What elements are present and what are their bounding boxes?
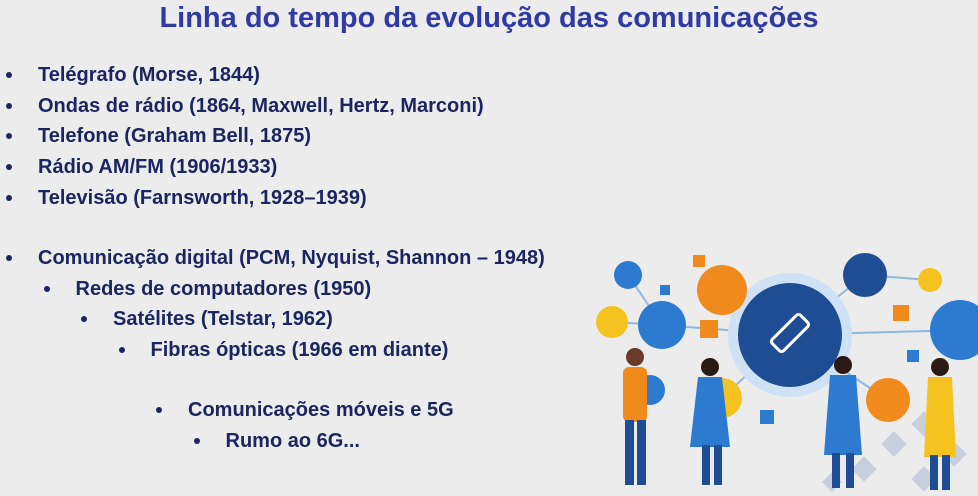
bullet [6, 133, 12, 140]
person [924, 358, 956, 490]
slide-title: Linha do tempo da evolução das comunicaç… [159, 2, 819, 34]
person [623, 348, 647, 485]
bullet [6, 255, 12, 261]
bullet [118, 347, 125, 354]
bullet [6, 194, 12, 201]
bullet-text: Rádio AM/FM (1906/1933) [38, 156, 278, 179]
person [690, 358, 730, 485]
bullet-text: Televisão (Farnsworth, 1928–1939) [38, 186, 367, 209]
bullet [6, 102, 12, 109]
bullet [193, 437, 200, 444]
bullet-text: Comunicação digital (PCM, Nyquist, Shann… [38, 247, 545, 269]
bullet-text: Ondas de rádio (1864, Maxwell, Hertz, Ma… [38, 94, 484, 117]
bullet [81, 316, 87, 323]
bullet-text: Telégrafo (Morse, 1844) [38, 64, 260, 86]
bullet-text: Rumo ao 6G... [225, 429, 360, 452]
bullet-text: Comunicações móveis e 5G [188, 399, 454, 421]
illustration [596, 253, 978, 492]
bullet [6, 72, 12, 78]
bullet-text: Redes de computadores (1950) [75, 277, 372, 300]
bullet [6, 164, 12, 171]
bullet [43, 285, 50, 292]
bullet-text: Telefone (Graham Bell, 1875) [38, 125, 312, 148]
bullet [156, 407, 162, 413]
bullet-text: Satélites (Telstar, 1962) [113, 308, 333, 331]
person [824, 356, 862, 488]
bullet-text: Fibras ópticas (1966 em diante) [150, 339, 449, 362]
